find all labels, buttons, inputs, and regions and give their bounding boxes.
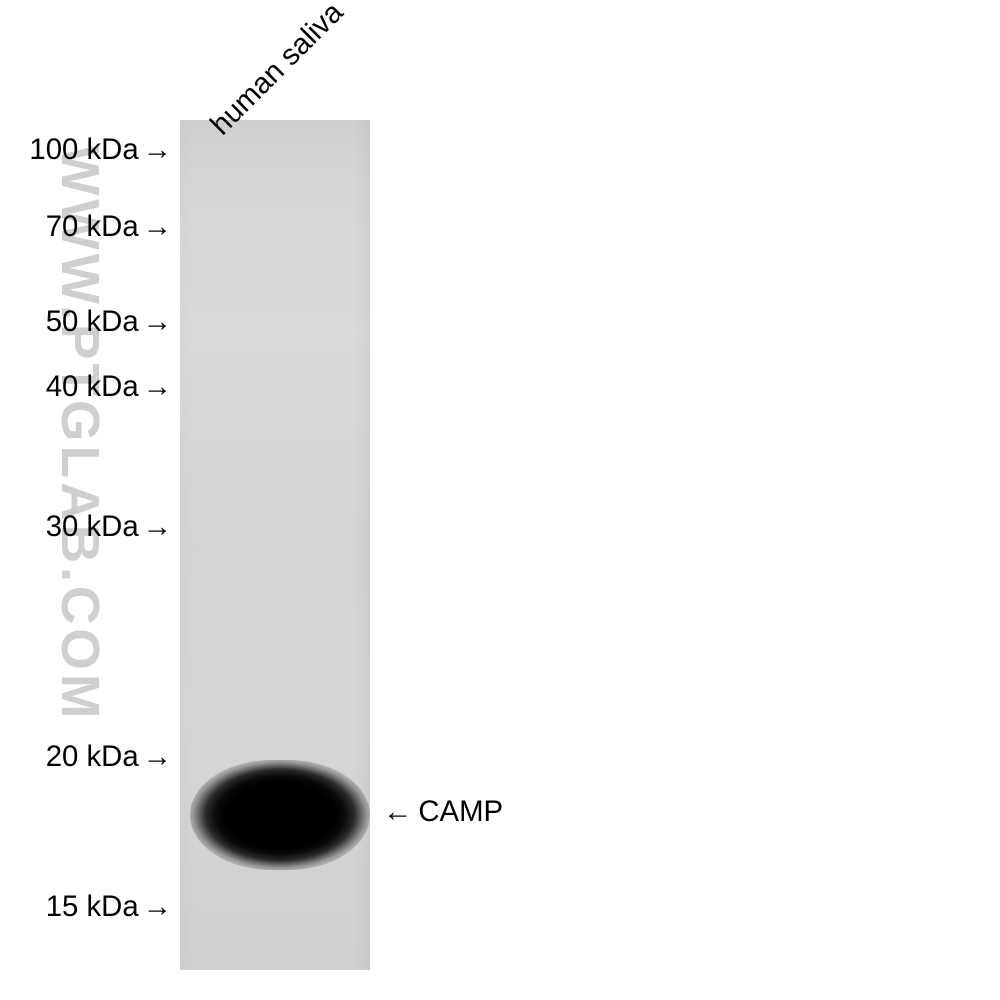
arrow-right-icon: → [143,133,172,167]
mw-marker-40: 40 kDa→ [46,370,172,404]
mw-marker-70: 70 kDa→ [46,210,172,244]
mw-marker-label: 20 kDa [46,740,139,774]
arrow-right-icon: → [143,370,172,404]
arrow-right-icon: → [143,210,172,244]
mw-marker-label: 70 kDa [46,210,139,244]
mw-marker-100: 100 kDa→ [29,133,172,167]
mw-marker-label: 30 kDa [46,510,139,544]
arrow-right-icon: → [143,510,172,544]
arrow-right-icon: → [143,890,172,924]
arrow-left-icon: ← [383,795,412,829]
mw-marker-label: 50 kDa [46,305,139,339]
mw-marker-20: 20 kDa→ [46,740,172,774]
arrow-right-icon: → [143,305,172,339]
arrow-right-icon: → [143,740,172,774]
mw-marker-label: 40 kDa [46,370,139,404]
mw-marker-label: 15 kDa [46,890,139,924]
mw-marker-30: 30 kDa→ [46,510,172,544]
mw-marker-15: 15 kDa→ [46,890,172,924]
mw-marker-50: 50 kDa→ [46,305,172,339]
mw-marker-label: 100 kDa [29,133,138,167]
band-label-camp: ← CAMP [383,795,503,829]
western-blot-figure: WWW.PTGLAB.COM human saliva 100 kDa→ 70 … [0,0,1000,1000]
band-label-text: CAMP [418,795,503,829]
protein-band-camp [190,760,370,870]
